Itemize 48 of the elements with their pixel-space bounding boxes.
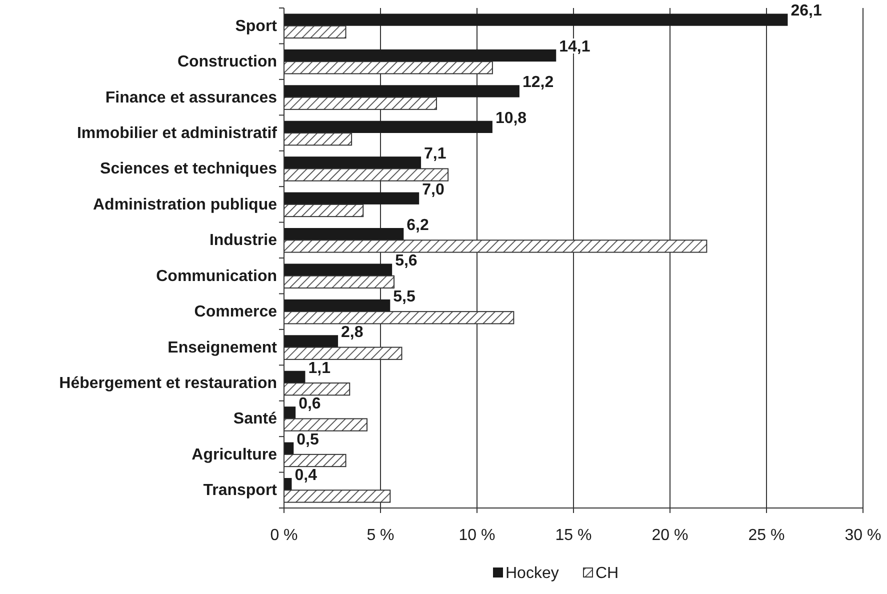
- data-label: 5,5: [393, 288, 416, 306]
- y-tick-label: Sport: [235, 18, 278, 35]
- data-label: 7,0: [422, 181, 444, 198]
- y-tick-label: Commerce: [194, 304, 278, 321]
- y-tick-label: Hébergement et restauration: [59, 375, 277, 392]
- y-tick-label: Immobilier et administratif: [76, 125, 278, 142]
- bar: [284, 120, 492, 133]
- bar: [284, 156, 422, 169]
- y-tick-label: Communication: [156, 268, 277, 285]
- data-label: 10,8: [495, 110, 527, 127]
- bar: [284, 192, 420, 204]
- bar: [284, 264, 392, 276]
- y-tick-label: Administration publique: [93, 196, 278, 214]
- data-label: 7,1: [424, 146, 446, 163]
- bar: [284, 299, 390, 312]
- y-tick-label: Sciences et techniques: [100, 160, 278, 178]
- y-tick-label: Santé: [233, 410, 278, 428]
- data-label: 26,1: [790, 2, 822, 20]
- x-tick-label: 20 %: [652, 527, 688, 544]
- bar: [284, 228, 404, 240]
- bar: [284, 370, 306, 383]
- x-tick-label: 5 %: [366, 527, 394, 544]
- y-tick-label: Transport: [203, 482, 278, 500]
- data-label: 0,6: [298, 396, 321, 413]
- y-tick-label: Construction: [177, 54, 277, 71]
- data-label: 0,5: [296, 431, 319, 448]
- data-label: 1,1: [308, 360, 331, 377]
- x-tick-label: 15 %: [555, 527, 592, 544]
- bar: [284, 49, 556, 62]
- y-tick-label: Enseignement: [168, 339, 278, 356]
- data-label: 5,6: [395, 252, 418, 270]
- data-label: 0,4: [294, 467, 318, 484]
- x-tick-label: 30 %: [844, 527, 882, 544]
- bar: [284, 335, 338, 348]
- data-label: 2,8: [341, 324, 364, 342]
- x-tick-label: 10 %: [458, 527, 496, 544]
- y-tick-label: Industrie: [209, 232, 278, 250]
- y-tick-label: Agriculture: [192, 446, 278, 464]
- bar: [284, 14, 788, 26]
- x-tick-label: 0 %: [270, 527, 298, 544]
- x-tick-label: 25 %: [748, 527, 785, 544]
- y-tick-label: Finance et assurances: [105, 89, 278, 106]
- data-label: 6,2: [406, 217, 430, 234]
- bar: [284, 406, 296, 419]
- bar: [284, 85, 520, 98]
- data-label: 12,2: [522, 74, 554, 92]
- legend-label: Hockey: [506, 565, 559, 582]
- legend-label: CH: [596, 565, 619, 582]
